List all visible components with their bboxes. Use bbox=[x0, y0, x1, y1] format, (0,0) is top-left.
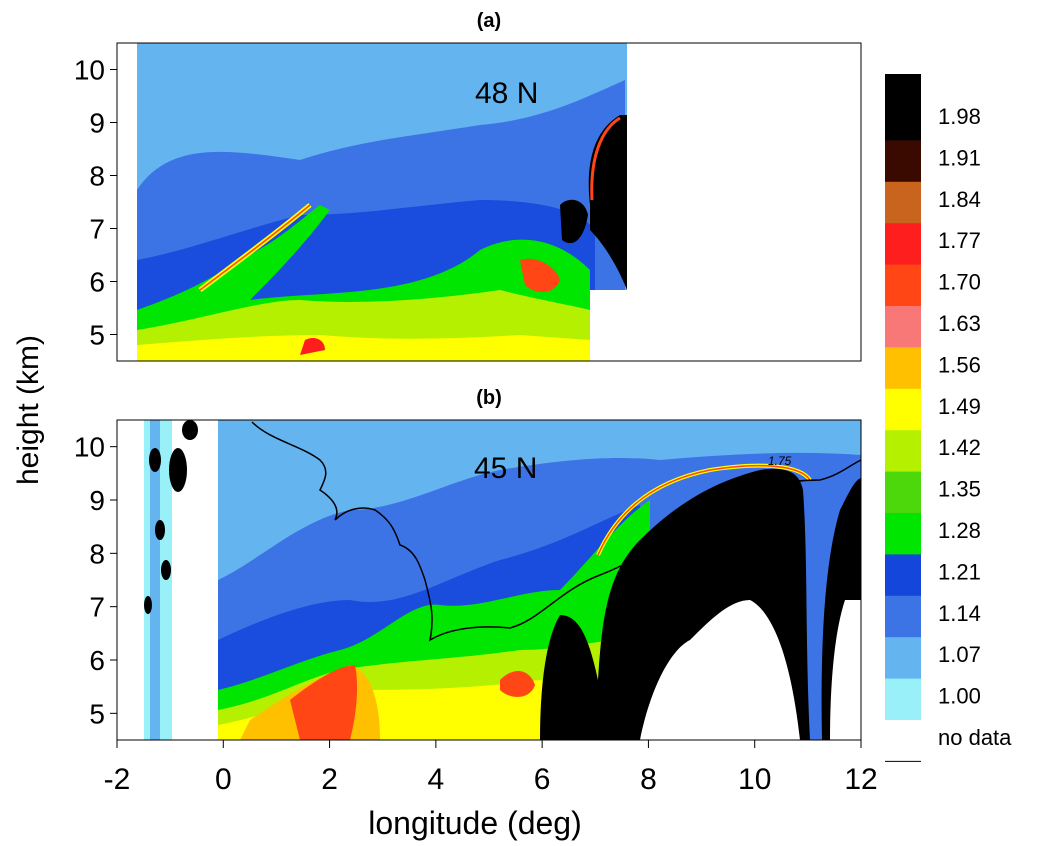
x-tick-label: 0 bbox=[215, 763, 232, 796]
x-tick-label: -2 bbox=[104, 763, 131, 796]
x-axis: -2 0 2 4 6 8 10 12 bbox=[104, 740, 878, 796]
y-tick-label: 8 bbox=[89, 538, 105, 569]
panel-a-annotation: 48 N bbox=[475, 77, 538, 110]
colorbar-label: 1.07 bbox=[938, 642, 981, 667]
y-tick-label: 10 bbox=[74, 55, 105, 86]
colorbar-swatch bbox=[885, 347, 921, 390]
y-tick-label: 8 bbox=[89, 161, 105, 192]
x-tick-label: 10 bbox=[738, 763, 771, 796]
colorbar-swatch bbox=[885, 430, 921, 473]
colorbar-swatch bbox=[885, 140, 921, 183]
colorbar-label: 1.77 bbox=[938, 228, 981, 253]
colorbar-swatch bbox=[885, 306, 921, 348]
colorbar-swatch bbox=[885, 554, 921, 597]
colorbar-swatch bbox=[885, 99, 921, 141]
y-tick-label: 9 bbox=[89, 485, 105, 516]
colorbar-label: 1.91 bbox=[938, 145, 981, 170]
x-tick-label: 6 bbox=[534, 763, 551, 796]
colorbar-label: 1.63 bbox=[938, 311, 981, 336]
colorbar-swatch bbox=[885, 513, 921, 555]
colorbar-label: 1.21 bbox=[938, 559, 981, 584]
colorbar-label: 1.56 bbox=[938, 352, 981, 377]
x-axis-label: longitude (deg) bbox=[368, 805, 581, 841]
colorbar-label: 1.70 bbox=[938, 270, 981, 295]
colorbar-label: 1.35 bbox=[938, 477, 981, 502]
colorbar-label: 1.49 bbox=[938, 394, 981, 419]
y-tick-label: 7 bbox=[89, 214, 105, 245]
colorbar-swatch bbox=[885, 264, 921, 307]
colorbar-label: 1.28 bbox=[938, 518, 981, 543]
colorbar-swatch bbox=[885, 223, 921, 266]
y-tick-label: 10 bbox=[74, 432, 105, 463]
colorbar-swatch bbox=[885, 637, 921, 680]
y-tick-label: 6 bbox=[89, 267, 105, 298]
contour-label: 1.75 bbox=[768, 454, 792, 468]
colorbar-swatch bbox=[885, 181, 921, 224]
colorbar-label: 1.98 bbox=[938, 104, 981, 129]
panel-b-annotation: 45 N bbox=[474, 452, 537, 485]
colorbar-cap bbox=[885, 74, 921, 99]
colorbar: 1.98 1.91 1.84 1.77 1.70 1.63 1.56 1.49 1.42 1.35… bbox=[885, 74, 1012, 762]
y-tick-label: 5 bbox=[89, 698, 105, 729]
panel-b-frame bbox=[116, 419, 862, 741]
colorbar-swatch bbox=[885, 595, 921, 638]
colorbar-label: 1.42 bbox=[938, 435, 981, 460]
y-tick-label: 7 bbox=[89, 592, 105, 623]
colorbar-swatch bbox=[885, 678, 921, 721]
y-tick-label: 6 bbox=[89, 645, 105, 676]
y-tick-label: 5 bbox=[89, 320, 105, 351]
y-axis-a: 5 6 7 8 9 10 bbox=[74, 55, 117, 351]
y-tick-label: 9 bbox=[89, 108, 105, 139]
colorbar-swatch bbox=[885, 471, 921, 514]
panel-a-field bbox=[137, 43, 627, 361]
colorbar-label: 1.00 bbox=[938, 684, 981, 709]
panel-a-label: (a) bbox=[477, 10, 501, 32]
panel-b-field: 1.75 bbox=[117, 420, 861, 740]
panel-a-frame bbox=[116, 42, 862, 362]
x-tick-label: 8 bbox=[640, 763, 657, 796]
x-tick-label: 12 bbox=[844, 763, 877, 796]
x-tick-label: 2 bbox=[321, 763, 338, 796]
colorbar-swatch bbox=[885, 388, 921, 431]
colorbar-label: 1.14 bbox=[938, 601, 981, 626]
panel-b-label: (b) bbox=[476, 387, 502, 409]
y-axis-b: 5 6 7 8 9 10 bbox=[74, 432, 117, 729]
x-tick-label: 4 bbox=[428, 763, 445, 796]
colorbar-label: no data bbox=[938, 725, 1012, 750]
y-axis-label: height (km) bbox=[12, 335, 45, 485]
colorbar-label: 1.84 bbox=[938, 187, 981, 212]
colorbar-swatch bbox=[885, 720, 921, 762]
